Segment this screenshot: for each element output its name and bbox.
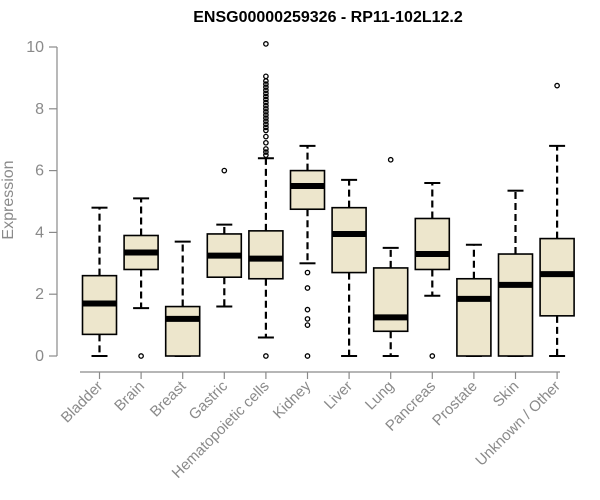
outlier-point — [263, 152, 269, 158]
outlier-point — [263, 93, 269, 100]
outlier-point — [263, 96, 269, 103]
outlier-point — [138, 353, 144, 359]
box-group — [497, 189, 534, 357]
outlier-point — [304, 269, 311, 276]
x-tick-label: Prostate — [429, 378, 481, 430]
iqr-box — [289, 169, 326, 211]
box-group — [248, 41, 284, 359]
iqr-box — [539, 237, 575, 317]
iqr-box — [372, 267, 409, 333]
outlier-point — [263, 353, 269, 359]
outlier-point — [263, 133, 269, 140]
y-tick-label: 2 — [35, 286, 44, 303]
outlier-point — [263, 139, 269, 146]
outlier-point — [263, 102, 269, 109]
box-group — [123, 197, 159, 359]
y-tick-label: 4 — [35, 224, 44, 241]
iqr-box — [456, 277, 492, 357]
x-tick-label: Lung — [362, 378, 398, 414]
y-ticks: 0 2 4 6 8 10 — [26, 39, 57, 365]
box-group — [456, 243, 492, 357]
outlier-point — [263, 124, 269, 131]
iqr-box — [248, 230, 284, 280]
outlier-point — [429, 353, 436, 359]
outlier-point — [263, 109, 269, 115]
outlier-point — [263, 118, 269, 125]
iqr-box — [497, 253, 534, 357]
outlier-point — [263, 127, 269, 134]
outlier-point — [221, 167, 228, 174]
outlier-point — [263, 115, 269, 121]
outlier-point — [304, 322, 311, 328]
box-group — [289, 144, 326, 359]
iqr-box — [331, 206, 367, 274]
x-tick-label: Brain — [111, 378, 148, 415]
outlier-point — [263, 84, 269, 91]
x-tick-label: Breast — [147, 377, 190, 420]
outlier-point — [263, 146, 269, 152]
box-group — [164, 240, 201, 357]
iqr-box — [164, 305, 201, 357]
outlier-point — [304, 353, 311, 359]
outlier-point — [263, 112, 269, 118]
outlier-point — [263, 121, 269, 128]
box-group — [414, 181, 451, 359]
outlier-point — [263, 41, 269, 47]
box-group — [331, 178, 367, 357]
y-tick-label: 0 — [35, 348, 44, 365]
x-tick-label: Liver — [321, 378, 356, 413]
y-tick-label: 10 — [26, 39, 44, 56]
chart-title: ENSG00000259326 - RP11-102L12.2 — [193, 9, 463, 26]
outlier-point — [263, 87, 269, 94]
x-tick-label: Kidney — [270, 377, 315, 422]
box-group — [372, 156, 409, 357]
outlier-point — [304, 285, 311, 291]
outlier-point — [554, 82, 560, 89]
boxes-layer — [81, 41, 575, 359]
outlier-point — [387, 156, 394, 163]
outlier-point — [263, 73, 269, 80]
box-group — [206, 167, 243, 308]
box-group — [539, 82, 575, 357]
outlier-point — [263, 99, 269, 106]
x-tick-label: Bladder — [58, 378, 107, 427]
outlier-point — [304, 316, 311, 322]
y-tick-label: 6 — [35, 163, 44, 180]
outlier-point — [304, 306, 311, 313]
outlier-point — [263, 105, 269, 112]
outlier-point — [263, 149, 269, 155]
y-axis-label: Expression — [0, 160, 17, 239]
y-tick-label: 8 — [35, 101, 44, 118]
iqr-box — [414, 217, 451, 271]
x-tick-label: Skin — [490, 378, 523, 411]
outlier-point — [263, 81, 269, 87]
box-group — [81, 206, 118, 357]
outlier-point — [263, 90, 269, 97]
